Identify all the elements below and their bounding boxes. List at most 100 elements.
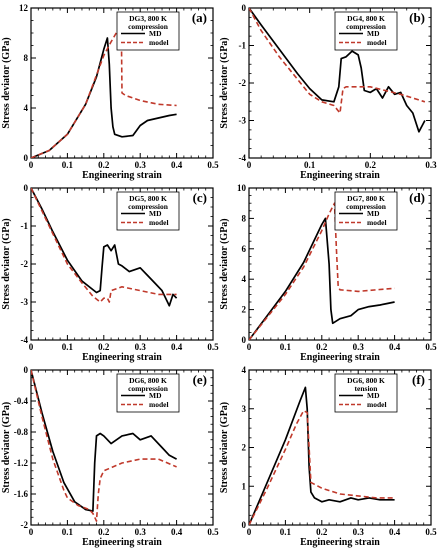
y-tick-label: -2 (21, 520, 29, 530)
x-tick-label: 0.2 (98, 342, 110, 352)
y-tick-label: -0.8 (14, 427, 29, 437)
x-tick-label: 0.3 (353, 342, 365, 352)
x-tick-label: 0.4 (389, 527, 401, 537)
panel-e: 0 0.1 0.2 0.3 0.4 0.5 -2 -1.6 -1.2 -0.8 -0.4 0 Engin… (1, 365, 219, 548)
x-axis-label: Engineering strain (300, 537, 380, 548)
series-line-model (249, 411, 395, 525)
y-tick-label: 4 (24, 103, 29, 113)
x-tick-label: 0.2 (98, 527, 110, 537)
x-tick-label: 0.1 (62, 527, 74, 537)
y-tick-label: -2 (21, 259, 29, 269)
x-tick-label: 0.5 (207, 160, 219, 170)
legend-label-MD: MD (149, 209, 162, 218)
panel-d: 0 0.1 0.2 0.3 0.4 0.5 0 2 4 6 8 10 Engineering strai… (219, 183, 437, 363)
y-tick-label: -1.6 (14, 489, 29, 499)
y-tick-label: 0 (24, 365, 29, 375)
x-axis-label: Engineering strain (82, 170, 162, 181)
x-tick-label: 0.4 (171, 342, 183, 352)
y-tick-label: 2 (242, 443, 247, 453)
y-axis-label: Stress deviator (GPa) (219, 402, 230, 493)
y-axis-label: Stress deviator (GPa) (219, 37, 230, 128)
y-tick-label: -3 (239, 116, 247, 126)
x-tick-label: 0.2 (365, 160, 377, 170)
y-tick-label: 0 (242, 335, 247, 345)
x-axis-label: Engineering strain (82, 537, 162, 548)
y-axis-label: Stress deviator (GPa) (219, 218, 230, 309)
y-tick-label: -1 (21, 221, 29, 231)
x-tick-label: 0.2 (316, 342, 328, 352)
y-tick-label: -4 (21, 335, 29, 345)
legend: DG6, 800 KtensionMDmodel (335, 374, 397, 412)
series-line-MD (249, 218, 395, 340)
y-tick-label: 1 (242, 481, 247, 491)
y-tick-label: -3 (21, 297, 29, 307)
panel-letter: (e) (193, 372, 207, 387)
x-tick-label: 0.4 (389, 342, 401, 352)
y-tick-label: 6 (242, 244, 247, 254)
y-tick-label: 0 (24, 153, 29, 163)
x-axis-label: Engineering strain (300, 170, 380, 181)
y-tick-label: 3 (242, 404, 247, 414)
y-tick-label: 12 (19, 3, 29, 13)
panel-letter: (f) (412, 372, 425, 387)
panel-letter: (b) (409, 10, 425, 25)
x-tick-label: 0.1 (62, 342, 74, 352)
x-tick-label: 0.3 (135, 527, 147, 537)
panel-c: 0 0.1 0.2 0.3 0.4 0.5 -4 -3 -2 -1 0 Engineering str… (1, 183, 219, 363)
y-tick-label: 10 (237, 183, 247, 193)
panel-a: 0 0.1 0.2 0.3 0.4 0.5 0 4 8 12 Engineering strain S… (1, 3, 219, 181)
legend-label-model: model (367, 38, 387, 47)
x-tick-label: 0.5 (425, 527, 437, 537)
x-tick-label: 0.5 (207, 527, 219, 537)
y-tick-label: 0 (242, 520, 247, 530)
legend-label-model: model (367, 218, 387, 227)
x-axis-label: Engineering strain (300, 352, 380, 363)
y-axis-label: Stress deviator (GPa) (1, 37, 12, 128)
x-tick-label: 0 (29, 342, 34, 352)
x-tick-label: 0 (247, 342, 252, 352)
y-tick-label: -0.4 (14, 396, 29, 406)
x-tick-label: 0.5 (425, 342, 437, 352)
panel-letter: (d) (409, 190, 425, 205)
legend-label-MD: MD (367, 29, 380, 38)
x-tick-label: 0.3 (353, 527, 365, 537)
legend-label-model: model (149, 400, 169, 409)
y-tick-label: -2 (239, 78, 247, 88)
x-tick-label: 0.5 (207, 342, 219, 352)
x-tick-label: 0 (247, 160, 252, 170)
y-tick-label: 4 (242, 274, 247, 284)
legend-label-MD: MD (367, 209, 380, 218)
x-tick-label: 0.3 (135, 342, 147, 352)
legend-label-MD: MD (149, 29, 162, 38)
y-tick-label: 8 (242, 213, 247, 223)
x-tick-label: 0.1 (304, 160, 316, 170)
panel-f: 0 0.1 0.2 0.3 0.4 0.5 0 1 2 3 4 Engineering strain S… (219, 365, 437, 548)
legend-label-model: model (149, 218, 169, 227)
y-tick-label: 8 (24, 53, 29, 63)
y-tick-label: 0 (242, 3, 247, 13)
legend: DG4, 800 KcompressionMDmodel (335, 12, 397, 50)
x-tick-label: 0.2 (316, 527, 328, 537)
x-tick-label: 0.4 (171, 527, 183, 537)
x-tick-label: 0.4 (171, 160, 183, 170)
legend-label-MD: MD (367, 391, 380, 400)
panel-letter: (a) (192, 10, 207, 25)
x-tick-label: 0.1 (62, 160, 74, 170)
x-tick-label: 0.3 (425, 160, 437, 170)
y-tick-label: 0 (24, 183, 29, 193)
legend-label-model: model (149, 38, 169, 47)
legend-label-MD: MD (149, 391, 162, 400)
y-tick-label: 4 (242, 365, 247, 375)
y-tick-label: -4 (239, 153, 247, 163)
y-axis-label: Stress deviator (GPa) (1, 218, 12, 309)
y-tick-label: -1.2 (14, 458, 29, 468)
panel-letter: (c) (193, 190, 207, 205)
x-tick-label: 0.1 (280, 527, 292, 537)
legend-label-model: model (367, 400, 387, 409)
x-tick-label: 0.1 (280, 342, 292, 352)
y-axis-label: Stress deviator (GPa) (1, 402, 12, 493)
